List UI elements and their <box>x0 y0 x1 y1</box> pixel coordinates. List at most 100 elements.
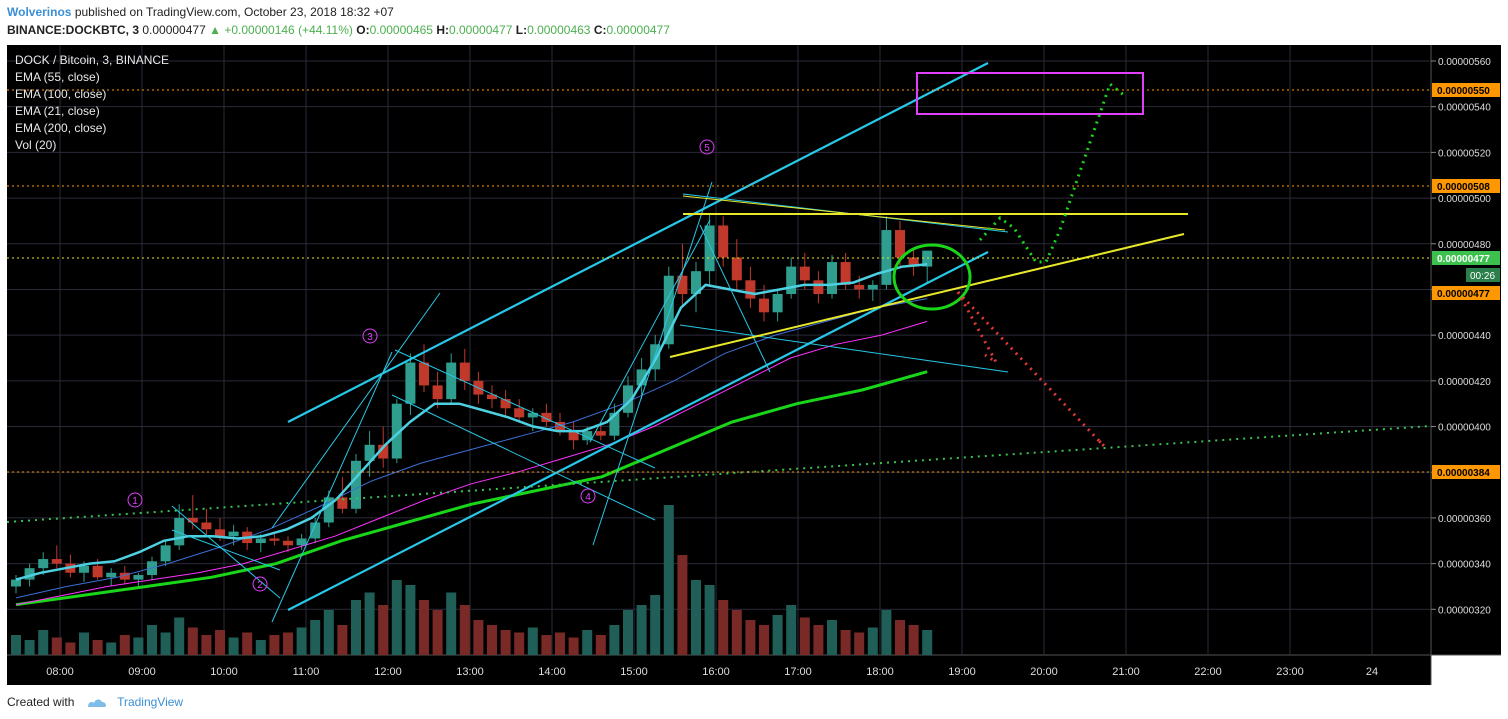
volume-bar <box>514 632 525 655</box>
volume-bar <box>854 632 865 655</box>
candle-body <box>663 275 674 345</box>
channel-lower-line[interactable] <box>287 251 989 611</box>
candle-body <box>419 362 429 386</box>
volume-bar <box>255 640 266 655</box>
candle-body <box>636 369 647 386</box>
wave-label: 1 <box>132 496 138 507</box>
candle-body <box>160 545 171 562</box>
low-value: 0.00000463 <box>527 23 591 37</box>
volume-bar <box>405 585 416 655</box>
price-axis[interactable] <box>1431 45 1501 655</box>
volume-bar <box>459 605 470 655</box>
high-value: 0.00000477 <box>449 23 513 37</box>
x-tick-label: 10:00 <box>210 666 238 678</box>
candle-body <box>922 250 933 267</box>
created-with-label: Created with <box>7 695 75 709</box>
x-tick-label: 19:00 <box>948 666 976 678</box>
plot-area[interactable] <box>7 45 1431 655</box>
x-tick-label: 08:00 <box>46 666 74 678</box>
candle-body <box>677 275 688 295</box>
y-tick-label: 0.00000540 <box>1438 103 1491 114</box>
volume-bar <box>24 640 35 655</box>
symbol-label: BINANCE:DOCKBTC, 3 <box>7 23 139 37</box>
volume-bar <box>473 620 484 655</box>
price-tags: 0.00000550 0.00000508 0.00000477 0.00000477… <box>1432 83 1500 479</box>
legend-item: EMA (55, close) <box>15 70 100 84</box>
drawings <box>6 62 1432 623</box>
fan-line <box>589 219 711 443</box>
y-tick-label: 0.00000520 <box>1438 148 1491 159</box>
volume-bar <box>432 610 443 655</box>
candle-body <box>459 362 470 381</box>
candle-body <box>38 559 49 569</box>
ema200-line <box>15 370 928 607</box>
close-value: 0.00000477 <box>606 23 670 37</box>
candle-body <box>405 362 416 404</box>
candle-body <box>24 568 35 580</box>
up-triangle-icon: ▲ <box>209 23 221 37</box>
legend-item: Vol (20) <box>15 138 56 152</box>
author-link[interactable]: Wolverinos <box>7 5 72 19</box>
volume-bar <box>133 637 144 655</box>
wave-label: 5 <box>704 143 710 154</box>
candle-body <box>269 538 280 541</box>
volume-bar <box>527 627 538 655</box>
x-tick-label: 13:00 <box>456 666 484 678</box>
y-tick-label: 0.00000480 <box>1438 240 1491 251</box>
y-tick-label: 0.00000420 <box>1438 377 1491 388</box>
time-axis[interactable] <box>7 655 1431 685</box>
channel-upper-line[interactable] <box>287 62 989 423</box>
wave-circle <box>699 139 715 155</box>
y-tick-label: 0.00000500 <box>1438 194 1491 205</box>
volume-bar <box>718 600 729 655</box>
highlight-ellipse[interactable] <box>892 243 972 311</box>
candle-body <box>351 460 361 509</box>
volume-bar <box>351 600 361 655</box>
fan-line <box>171 505 281 599</box>
legend-item: EMA (100, close) <box>15 87 106 101</box>
time-axis-labels: 08:00 09:00 10:00 11:00 12:00 13:00 14:00 15:00… <box>46 666 1378 678</box>
candle-body <box>255 538 266 544</box>
countdown-bg <box>1466 268 1500 282</box>
candle-body <box>623 385 633 413</box>
volume-bar <box>772 615 783 655</box>
publish-line: Wolverinos published on TradingView.com,… <box>7 3 1497 21</box>
volume-bar <box>895 620 905 655</box>
price-tag-bg <box>1432 83 1500 97</box>
volume-bar <box>378 605 389 655</box>
legend-item: EMA (21, close) <box>15 104 100 118</box>
price-tag-bg <box>1432 465 1500 479</box>
chart-canvas[interactable]: 1 2 3 4 5 0.00000320 0.00000340 0.00000360 0.00… <box>0 0 1508 690</box>
volume-bar <box>269 635 280 655</box>
candle-body <box>908 257 919 267</box>
volume-bar <box>677 555 688 655</box>
candle-body <box>310 522 321 539</box>
volume-bar <box>582 630 593 655</box>
tradingview-link[interactable]: TradingView <box>117 695 184 709</box>
candle-body <box>568 431 579 441</box>
volume-bar <box>283 632 293 655</box>
candle-body <box>487 394 497 400</box>
candle-body <box>840 262 851 285</box>
volume-bar <box>310 620 321 655</box>
candle-body <box>555 421 565 432</box>
candle-body <box>337 497 348 509</box>
candle-body <box>11 579 21 587</box>
volume-bar <box>11 635 21 655</box>
volume-bar <box>813 625 824 655</box>
x-tick-label: 12:00 <box>374 666 402 678</box>
x-tick-label: 17:00 <box>784 666 812 678</box>
x-tick-label: 21:00 <box>1112 666 1140 678</box>
publish-info: published on TradingView.com, October 23… <box>74 5 394 19</box>
candle-body <box>799 266 810 281</box>
volume-bar <box>147 625 157 655</box>
high-label: H: <box>436 23 449 37</box>
volume-bar <box>827 620 837 655</box>
y-tick-label: 0.00000400 <box>1438 423 1491 434</box>
yellow-support-line[interactable] <box>669 233 1185 358</box>
candle-body <box>133 575 144 580</box>
volume-bar <box>65 642 76 655</box>
volume-bar <box>187 627 198 655</box>
candle-body <box>704 225 715 272</box>
target-box[interactable] <box>916 72 1144 115</box>
